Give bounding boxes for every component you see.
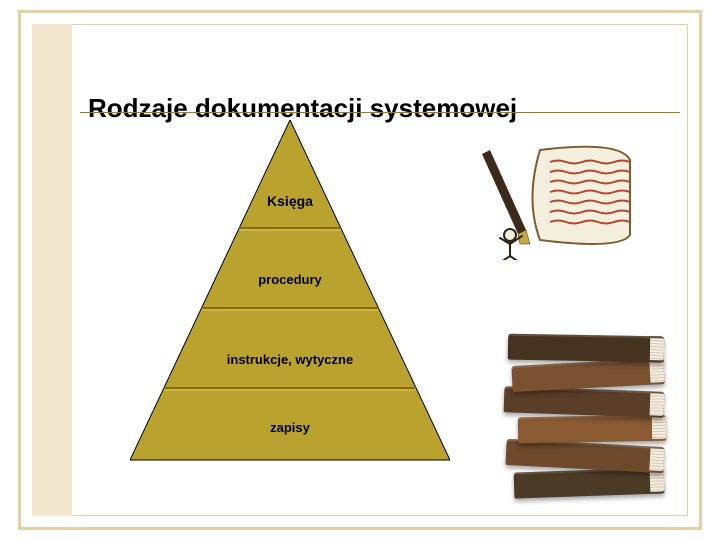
- book: [518, 415, 666, 444]
- title-underline: [80, 112, 680, 113]
- pyramid-diagram: Księga procedury instrukcje, wytyczne za…: [130, 120, 450, 480]
- slide: Rodzaje dokumentacji systemowej Księga p…: [0, 0, 720, 540]
- book: [505, 439, 664, 473]
- writing-illustration: [470, 140, 640, 260]
- pyramid-level-1-label: Księga: [130, 193, 450, 209]
- pyramid-level-3-label: instrukcje, wytyczne: [130, 352, 450, 367]
- pyramid-level-4-label: zapisy: [130, 420, 450, 435]
- book: [508, 334, 664, 363]
- pyramid-level-2-label: procedury: [130, 272, 450, 287]
- books-stack-illustration: [500, 300, 680, 510]
- book: [511, 358, 664, 392]
- frame-side-band: [32, 24, 72, 516]
- book: [514, 467, 665, 498]
- pen-paper-icon: [470, 140, 640, 260]
